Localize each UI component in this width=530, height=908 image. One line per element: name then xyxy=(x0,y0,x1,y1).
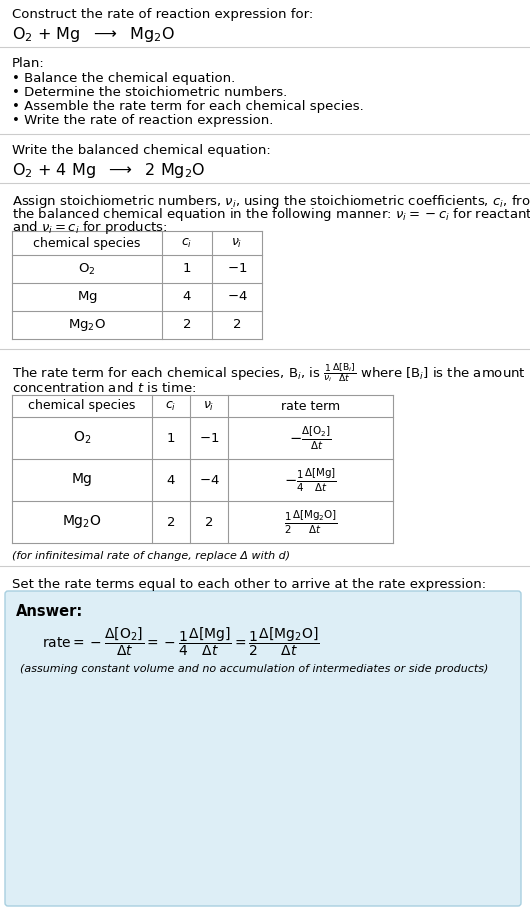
Text: • Assemble the rate term for each chemical species.: • Assemble the rate term for each chemic… xyxy=(12,100,364,113)
Text: $\mathrm{rate} = -\dfrac{\Delta[\mathrm{O_2}]}{\Delta t} = -\dfrac{1}{4}\dfrac{\: $\mathrm{rate} = -\dfrac{\Delta[\mathrm{… xyxy=(42,626,320,658)
Text: 1: 1 xyxy=(183,262,191,275)
Text: $\mathrm{O_2}$: $\mathrm{O_2}$ xyxy=(78,262,96,277)
Text: 2: 2 xyxy=(183,319,191,331)
Text: $\nu_i$: $\nu_i$ xyxy=(231,236,243,250)
Text: $-1$: $-1$ xyxy=(199,431,219,445)
Text: Set the rate terms equal to each other to arrive at the rate expression:: Set the rate terms equal to each other t… xyxy=(12,578,486,591)
Text: chemical species: chemical species xyxy=(33,236,140,250)
Text: Plan:: Plan: xyxy=(12,57,45,70)
Text: concentration and $t$ is time:: concentration and $t$ is time: xyxy=(12,381,196,395)
Text: Answer:: Answer: xyxy=(16,604,83,619)
Text: • Balance the chemical equation.: • Balance the chemical equation. xyxy=(12,72,235,85)
Text: $\mathrm{Mg_2O}$: $\mathrm{Mg_2O}$ xyxy=(68,317,106,333)
Text: $c_i$: $c_i$ xyxy=(165,400,176,412)
Text: $\frac{1}{2}\frac{\Delta[\mathrm{Mg_2O}]}{\Delta t}$: $\frac{1}{2}\frac{\Delta[\mathrm{Mg_2O}]… xyxy=(284,508,338,536)
Text: • Determine the stoichiometric numbers.: • Determine the stoichiometric numbers. xyxy=(12,86,287,99)
Text: $\mathrm{O_2}$: $\mathrm{O_2}$ xyxy=(73,429,91,446)
Text: $\mathrm{Mg}$: $\mathrm{Mg}$ xyxy=(71,471,93,489)
Text: The rate term for each chemical species, $\mathrm{B}_i$, is $\frac{1}{\nu_i}\fra: The rate term for each chemical species,… xyxy=(12,361,526,384)
Text: $\mathrm{Mg_2O}$: $\mathrm{Mg_2O}$ xyxy=(62,514,102,530)
Text: $-\frac{1}{4}\frac{\Delta[\mathrm{Mg}]}{\Delta t}$: $-\frac{1}{4}\frac{\Delta[\mathrm{Mg}]}{… xyxy=(284,467,337,494)
Text: the balanced chemical equation in the following manner: $\nu_i = -c_i$ for react: the balanced chemical equation in the fo… xyxy=(12,206,530,223)
Text: 4: 4 xyxy=(167,473,175,487)
Text: 1: 1 xyxy=(167,431,175,445)
Text: $c_i$: $c_i$ xyxy=(181,236,192,250)
Text: 2: 2 xyxy=(167,516,175,528)
Text: • Write the rate of reaction expression.: • Write the rate of reaction expression. xyxy=(12,114,273,127)
Text: $-4$: $-4$ xyxy=(199,473,219,487)
Text: rate term: rate term xyxy=(281,400,340,412)
Text: $-\frac{\Delta[\mathrm{O_2}]}{\Delta t}$: $-\frac{\Delta[\mathrm{O_2}]}{\Delta t}$ xyxy=(289,424,332,451)
Text: (assuming constant volume and no accumulation of intermediates or side products): (assuming constant volume and no accumul… xyxy=(20,664,488,674)
Text: 4: 4 xyxy=(183,291,191,303)
Text: Assign stoichiometric numbers, $\nu_i$, using the stoichiometric coefficients, $: Assign stoichiometric numbers, $\nu_i$, … xyxy=(12,193,530,210)
FancyBboxPatch shape xyxy=(5,591,521,906)
Text: (for infinitesimal rate of change, replace Δ with d): (for infinitesimal rate of change, repla… xyxy=(12,551,290,561)
Text: 2: 2 xyxy=(233,319,241,331)
Text: Construct the rate of reaction expression for:: Construct the rate of reaction expressio… xyxy=(12,8,313,21)
Text: $\mathrm{Mg}$: $\mathrm{Mg}$ xyxy=(77,289,98,305)
Text: $2$: $2$ xyxy=(205,516,214,528)
Text: $-1$: $-1$ xyxy=(227,262,247,275)
Text: and $\nu_i = c_i$ for products:: and $\nu_i = c_i$ for products: xyxy=(12,219,167,236)
Text: Write the balanced chemical equation:: Write the balanced chemical equation: xyxy=(12,144,271,157)
Text: $\mathrm{O_2}$ $+$ $4\ \mathrm{Mg}$  $\longrightarrow$  $2\ \mathrm{Mg_2O}$: $\mathrm{O_2}$ $+$ $4\ \mathrm{Mg}$ $\lo… xyxy=(12,161,206,180)
Text: chemical species: chemical species xyxy=(28,400,136,412)
Text: $\nu_i$: $\nu_i$ xyxy=(204,400,215,412)
Text: $\mathrm{O_2}$ $+$ $\mathrm{Mg}$  $\longrightarrow$  $\mathrm{Mg_2O}$: $\mathrm{O_2}$ $+$ $\mathrm{Mg}$ $\longr… xyxy=(12,25,175,44)
Text: $-4$: $-4$ xyxy=(227,291,248,303)
